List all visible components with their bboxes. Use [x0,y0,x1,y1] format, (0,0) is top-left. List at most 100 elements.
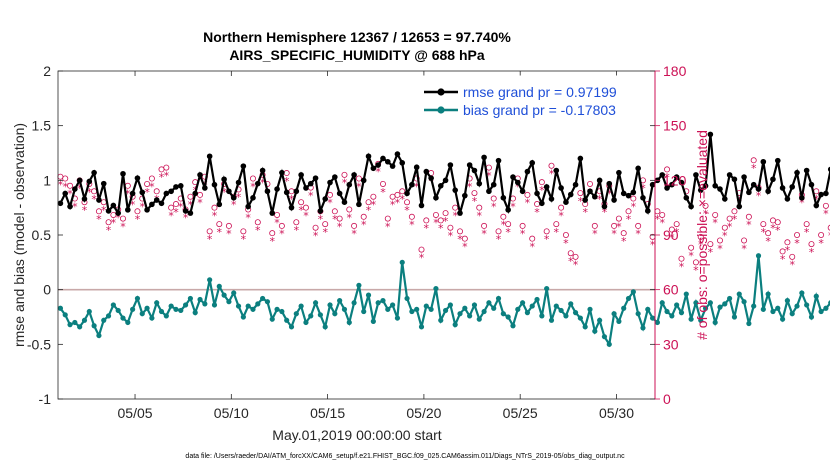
rmse-point [303,185,309,191]
bias-point [418,324,425,330]
obs-evaluated-marker: * [221,186,227,199]
rmse-point [702,183,709,189]
bias-point [110,302,116,308]
rmse-point [577,155,584,162]
bias-point [457,311,463,317]
bias-point [553,303,559,309]
rmse-point [649,181,656,188]
obs-possible-marker [808,241,815,248]
obs-evaluated-marker: * [380,186,386,199]
bias-point [563,313,569,319]
rmse-point [288,204,295,211]
obs-possible-marker [360,213,367,220]
rmse-point [187,210,194,216]
obs-possible-marker [490,195,497,202]
obs-evaluated-marker: * [770,222,776,235]
bias-point [346,319,352,326]
rmse-point [741,174,747,180]
rmse-point [351,172,357,178]
bias-point [693,300,699,306]
x-tick-label: 05/15 [310,405,345,421]
obs-possible-marker [577,190,584,197]
bias-point [351,300,357,306]
obs-evaluated-marker: * [318,213,324,226]
bias-point [476,316,482,322]
bias-point [284,317,290,323]
obs-evaluated-marker: * [250,180,256,193]
obs-possible-marker [702,202,709,209]
bias-point [779,316,786,322]
obs-evaluated-marker: * [510,200,516,213]
obs-possible-marker [187,193,194,200]
obs-evaluated-marker: * [438,222,444,235]
rmse-point [173,184,179,190]
obs-evaluated-marker: * [554,226,560,239]
bias-point [202,301,208,307]
obs-possible-marker [206,228,213,235]
bias-point [467,313,473,319]
bias-point [601,334,608,340]
bias-point [669,313,675,319]
obs-possible-marker [524,191,531,198]
legend: rmse grand pr = 0.97199 bias grand pr = … [419,75,652,121]
bias-point [524,310,531,316]
obs-possible-marker [293,219,300,226]
rmse-point [447,162,454,168]
rmse-point [293,188,300,195]
obs-evaluated-marker: * [717,242,723,255]
obs-evaluated-marker: * [592,228,598,241]
bias-point [245,303,251,309]
obs-evaluated-marker: * [732,213,738,226]
obs-evaluated-marker: * [688,250,694,263]
obs-evaluated-marker: * [741,242,747,255]
bias-point [486,300,492,306]
bias-point [784,298,790,304]
obs-possible-marker [105,219,112,226]
bias-point [645,306,651,312]
bias-point [341,306,348,312]
rmse-point [514,179,521,186]
obs-possible-marker [567,250,574,257]
bias-point [77,324,83,330]
obs-evaluated-marker: * [130,199,136,212]
rmse-point [105,208,112,214]
rmse-point [81,196,88,202]
bias-point [534,296,540,303]
rmse-point [404,190,410,197]
bias-point [163,313,169,319]
bias-point [390,302,396,308]
obs-possible-marker [346,206,353,213]
obs-possible-marker [562,231,569,238]
bias-point [226,299,232,305]
y-axis-left-label: rmse and bias (model - observation) [11,123,27,347]
obs-evaluated-marker: * [558,209,564,222]
rmse-point [529,160,536,166]
obs-possible-marker [148,175,155,182]
obs-evaluated-marker: * [135,213,141,226]
obs-possible-marker [216,221,223,228]
obs-possible-marker [394,191,401,198]
rmse-point [707,131,714,138]
rmse-point [452,187,458,193]
obs-possible-marker [423,217,430,224]
obs-possible-marker [673,221,680,228]
obs-evaluated-marker: * [539,184,545,197]
obs-evaluated-marker: * [347,211,353,224]
rmse-point [197,172,203,178]
bias-point [606,341,612,347]
rmse-point [779,185,786,191]
bias-point [770,308,776,315]
bias-point [625,295,632,302]
obs-evaluated-marker: * [395,197,401,210]
obs-evaluated-marker: * [698,239,704,252]
bias-point [621,305,627,311]
obs-evaluated-marker: * [708,246,714,259]
bias-point [404,295,410,302]
bias-point [423,303,429,309]
obs-evaluated-marker: * [77,182,83,195]
bias-point [794,303,800,309]
bias-point [741,299,747,305]
bias-point [462,305,468,311]
obs-evaluated-marker: * [236,191,242,204]
obs-evaluated-marker: * [501,219,507,232]
